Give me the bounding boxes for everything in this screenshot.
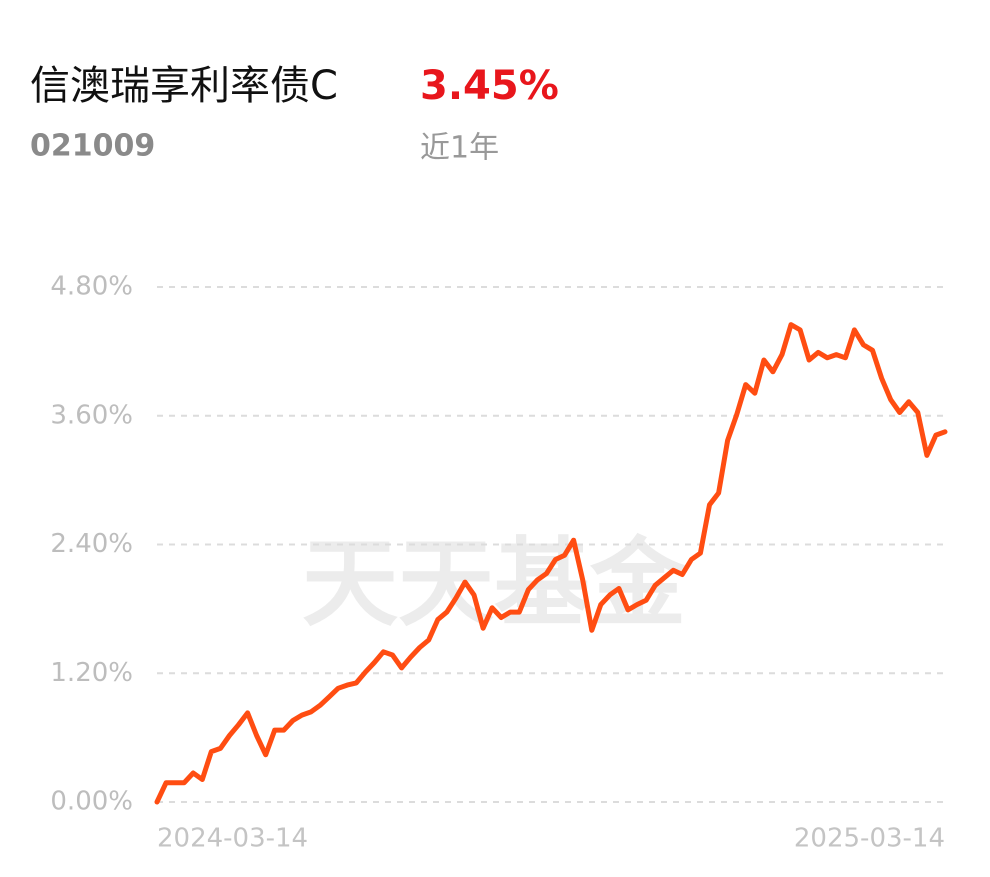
period-label: 近1年 bbox=[420, 131, 499, 166]
fund-code: 021009 bbox=[30, 129, 155, 164]
y-tick-label: 3.60% bbox=[50, 400, 133, 430]
y-tick-label: 4.80% bbox=[50, 272, 133, 302]
x-tick-label: 2024-03-14 bbox=[157, 824, 308, 854]
return-value: 3.45% bbox=[420, 63, 559, 109]
fund-title: 信澳瑞享利率债C bbox=[30, 63, 338, 109]
y-tick-label: 2.40% bbox=[50, 529, 133, 559]
y-tick-label: 0.00% bbox=[50, 787, 133, 817]
watermark: 天天基金 bbox=[302, 527, 687, 639]
x-tick-label: 2025-03-14 bbox=[794, 824, 945, 854]
data-line bbox=[154, 322, 948, 805]
y-tick-label: 1.20% bbox=[50, 658, 133, 688]
